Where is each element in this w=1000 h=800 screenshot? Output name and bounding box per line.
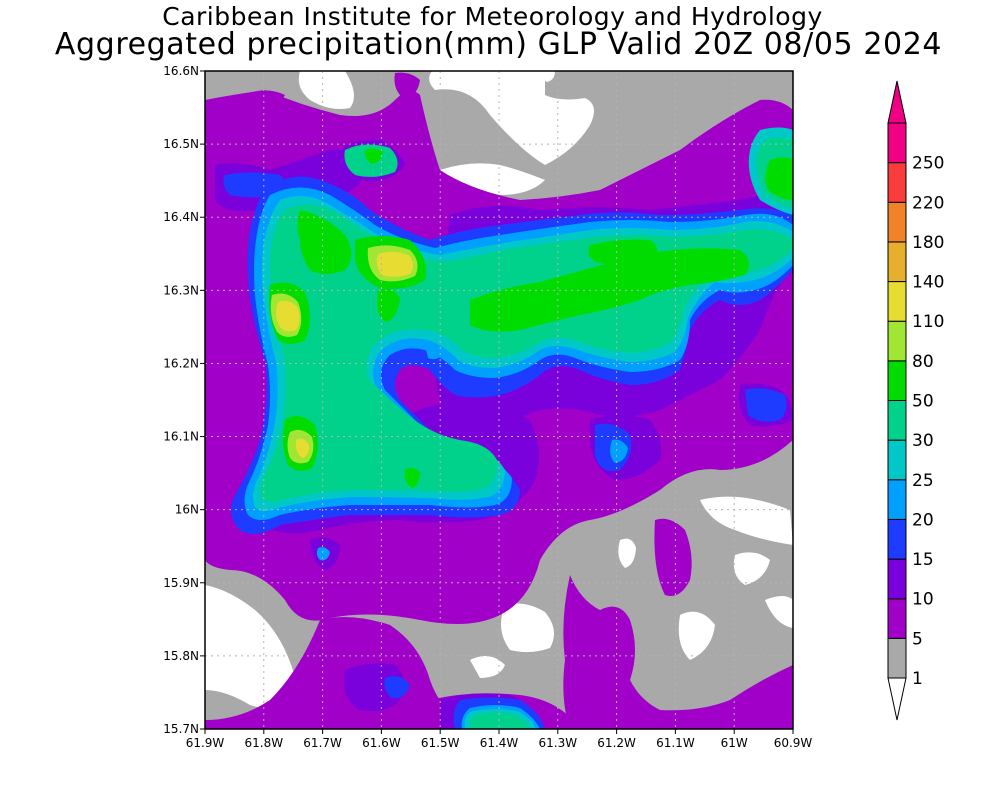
colorbar-swatch bbox=[887, 320, 907, 362]
colorbar-label: 5 bbox=[912, 629, 923, 649]
colorbar-swatch bbox=[887, 637, 907, 679]
x-tick-label: 61.1W bbox=[656, 736, 695, 750]
x-tick-label: 61.5W bbox=[421, 736, 460, 750]
colorbar-label: 25 bbox=[912, 471, 934, 491]
y-tick-label: 16.3N bbox=[163, 283, 199, 297]
x-tick-label: 60.9W bbox=[774, 736, 813, 750]
colorbar-label: 20 bbox=[912, 510, 934, 530]
y-tick-label: 16.6N bbox=[163, 64, 199, 78]
colorbar-swatch bbox=[887, 439, 907, 481]
x-tick-label: 61.3W bbox=[539, 736, 578, 750]
y-tick-label: 16.5N bbox=[163, 137, 199, 151]
colorbar-swatch bbox=[887, 518, 907, 560]
colorbar-label: 220 bbox=[912, 193, 944, 213]
colorbar-label: 50 bbox=[912, 392, 934, 412]
colorbar-high-arrow bbox=[887, 80, 907, 124]
latitude-axis: 15.7N 15.8N 15.9N 16N 16.1N 16.2N 16.3N 16.4N 16… bbox=[163, 64, 205, 736]
title-product: Aggregated precipitation(mm) GLP Valid 2… bbox=[54, 27, 943, 62]
colorbar-label: 250 bbox=[912, 154, 944, 174]
y-tick-label: 15.7N bbox=[163, 722, 199, 736]
colorbar-swatch bbox=[887, 241, 907, 283]
colorbar-label: 140 bbox=[912, 273, 944, 293]
x-tick-label: 61W bbox=[721, 736, 748, 750]
y-tick-label: 16N bbox=[175, 503, 199, 517]
colorbar-label: 10 bbox=[912, 590, 934, 610]
longitude-axis: 61.9W 61.8W 61.7W 61.6W 61.5W 61.4W 61.3W 61.2W… bbox=[186, 729, 813, 750]
colorbar-swatch bbox=[887, 479, 907, 520]
colorbar-swatch bbox=[887, 281, 907, 322]
colorbar-label: 15 bbox=[912, 550, 934, 570]
colorbar-swatch bbox=[887, 122, 907, 164]
colorbar-label: 1 bbox=[912, 669, 923, 689]
y-tick-label: 16.4N bbox=[163, 210, 199, 224]
colorbar-swatch bbox=[887, 400, 907, 441]
x-tick-label: 61.8W bbox=[245, 736, 284, 750]
colorbar-label: 180 bbox=[912, 233, 944, 253]
y-tick-label: 16.2N bbox=[163, 356, 199, 370]
x-tick-label: 61.7W bbox=[303, 736, 342, 750]
x-tick-label: 61.6W bbox=[362, 736, 401, 750]
colorbar-swatch bbox=[887, 360, 907, 402]
map-gridlines bbox=[205, 71, 793, 729]
colorbar-label: 80 bbox=[912, 352, 934, 372]
x-tick-label: 61.2W bbox=[597, 736, 636, 750]
colorbar-low-arrow bbox=[887, 677, 907, 721]
colorbar-swatch bbox=[887, 598, 907, 639]
precipitation-field bbox=[205, 71, 793, 729]
colorbar-label: 30 bbox=[912, 431, 934, 451]
colorbar-swatch bbox=[887, 162, 907, 203]
y-tick-label: 15.8N bbox=[163, 649, 199, 663]
y-tick-label: 15.9N bbox=[163, 576, 199, 590]
title-institute: Caribbean Institute for Meteorology and … bbox=[162, 2, 823, 31]
x-tick-label: 61.9W bbox=[186, 736, 225, 750]
colorbar-swatch bbox=[887, 201, 907, 243]
colorbar-label: 110 bbox=[912, 312, 944, 332]
x-tick-label: 61.4W bbox=[480, 736, 519, 750]
colorbar-swatch bbox=[887, 558, 907, 600]
y-tick-label: 16.1N bbox=[163, 430, 199, 444]
